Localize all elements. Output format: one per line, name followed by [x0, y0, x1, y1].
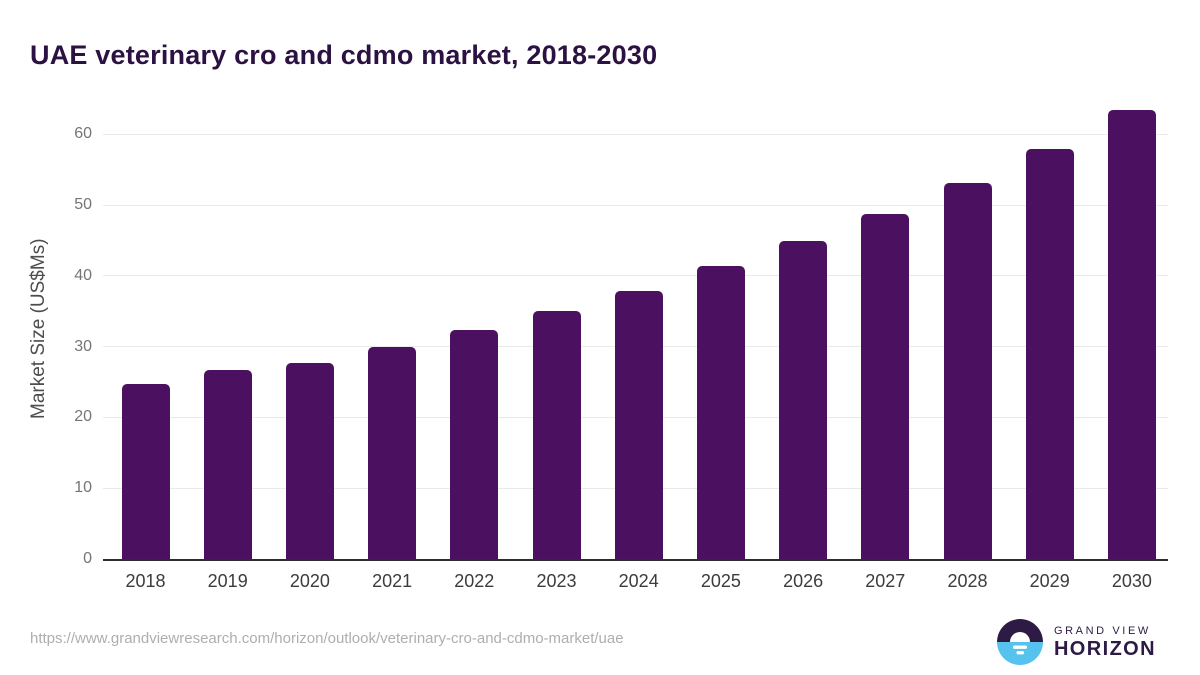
footer: https://www.grandviewresearch.com/horizo… — [0, 610, 1200, 675]
y-tick-label-30: 30 — [74, 337, 92, 355]
brand-name-bottom: HORIZON — [1053, 638, 1156, 660]
bar-2019 — [203, 370, 252, 559]
bar-2026 — [779, 241, 828, 559]
x-tick-label-2023: 2023 — [536, 571, 577, 591]
y-tick-label-0: 0 — [83, 550, 92, 567]
horizon-sun-icon — [996, 619, 1043, 665]
gridline-60 — [103, 133, 1168, 135]
gridline-50 — [103, 204, 1168, 206]
x-tick-label-2028: 2028 — [947, 571, 988, 591]
brand-name-top: GRAND VIEW — [1053, 625, 1151, 637]
y-tick-label-20: 20 — [74, 408, 92, 426]
brand-logo-text: GRAND VIEW HORIZON — [1054, 624, 1156, 660]
y-tick-label-50: 50 — [74, 196, 92, 214]
bar-2020 — [285, 362, 334, 559]
x-tick-label-2020: 2020 — [289, 571, 330, 591]
page-title: UAE veterinary cro and cdmo market, 2018… — [30, 40, 658, 71]
bar-2030 — [1107, 110, 1156, 559]
x-tick-label-2027: 2027 — [865, 571, 906, 591]
x-tick-label-2021: 2021 — [372, 571, 413, 591]
y-tick-label-60: 60 — [74, 125, 92, 143]
bar-2025 — [696, 266, 745, 559]
bar-2028 — [943, 182, 992, 559]
y-tick-label-10: 10 — [74, 479, 92, 497]
chart: Market Size (US$Ms) 0 10 20 30 40 50 60 2018 201… — [0, 90, 1200, 605]
bar-2029 — [1025, 148, 1074, 559]
x-tick-label-2024: 2024 — [618, 571, 659, 591]
bar-2023 — [532, 311, 581, 559]
x-tick-label-2030: 2030 — [1111, 571, 1152, 591]
x-tick-label-2029: 2029 — [1029, 571, 1070, 591]
x-tick-label-2022: 2022 — [454, 571, 495, 591]
brand-logo: GRAND VIEW HORIZON — [996, 619, 1156, 665]
bar-2024 — [614, 290, 663, 559]
x-tick-label-2025: 2025 — [700, 571, 741, 591]
bar-2021 — [368, 347, 417, 559]
bar-2018 — [121, 383, 170, 559]
gridline-40 — [103, 275, 1168, 277]
source-url: https://www.grandviewresearch.com/horizo… — [30, 630, 624, 647]
x-tick-label-2018: 2018 — [125, 571, 166, 591]
bar-2027 — [861, 213, 910, 559]
x-tick-label-2019: 2019 — [207, 571, 248, 591]
bar-2022 — [450, 330, 499, 559]
plot-area: 0 10 20 30 40 50 60 2018 2019 2020 2021 2022 2023 202… — [74, 99, 1168, 591]
x-tick-label-2026: 2026 — [783, 571, 824, 591]
y-tick-label-40: 40 — [74, 266, 92, 284]
